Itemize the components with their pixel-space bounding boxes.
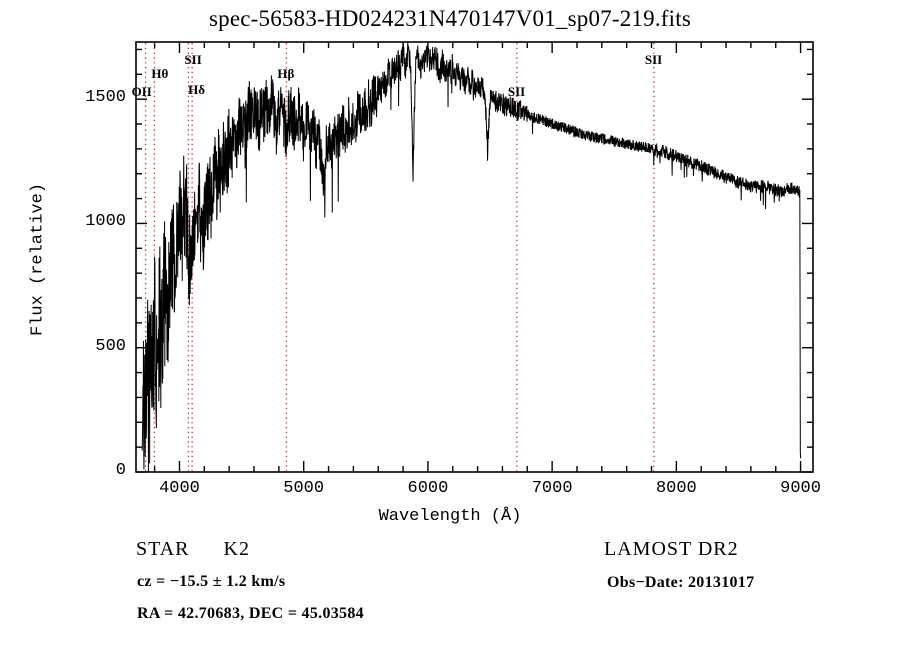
x-tick-label: 8000 — [655, 479, 697, 498]
radial-velocity-label: cz = −15.5 ± 1.2 km/s — [137, 573, 286, 590]
spectrum-curve — [141, 41, 802, 473]
x-tick-label: 4000 — [159, 479, 200, 498]
spectral-line-label: Hθ — [151, 66, 169, 81]
object-class-value: STAR — [136, 538, 190, 560]
y-tick-label: 1000 — [85, 212, 126, 232]
y-tick-label: 500 — [95, 336, 126, 356]
y-axis-title: Flux (relative) — [28, 182, 48, 337]
coordinates-label: RA = 42.70683, DEC = 45.03584 — [137, 605, 364, 622]
x-tick-label: 5000 — [283, 479, 325, 498]
x-tick-label: 7000 — [531, 479, 573, 498]
y-tick-label: 0 — [115, 461, 126, 480]
spectral-line-label: OII — [131, 84, 152, 99]
y-tick-label: 1500 — [85, 88, 126, 108]
x-tick-label: 9000 — [780, 479, 821, 498]
spectral-line-label: Hβ — [277, 66, 295, 81]
spectral-line-label: Hδ — [188, 82, 205, 97]
spectral-line-markers — [144, 43, 655, 471]
x-tick-label: 6000 — [407, 479, 449, 498]
spectral-line-label: SII — [644, 52, 663, 67]
page-title: spec-56583-HD024231N470147V01_sp07-219.f… — [209, 6, 691, 31]
object-class-label: STAR K2 — [136, 538, 250, 561]
spectral-line-label: SII — [184, 52, 202, 67]
plot-frame — [135, 41, 814, 473]
x-axis-title: Wavelength (Å) — [378, 507, 522, 526]
survey-label: LAMOST DR2 — [604, 538, 739, 560]
axis-ticks — [136, 42, 813, 473]
object-subclass-value: K2 — [223, 538, 250, 560]
spectral-line-label: SII — [507, 84, 526, 99]
obs-date-label: Obs−Date: 20131017 — [607, 574, 755, 591]
